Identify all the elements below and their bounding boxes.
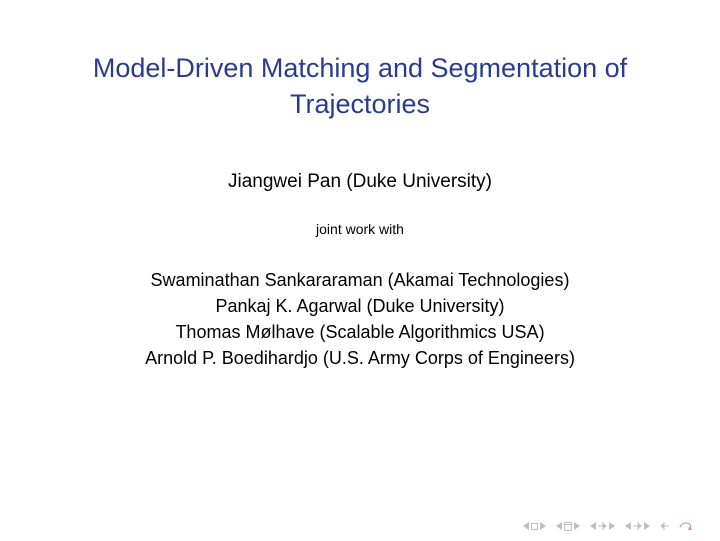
triangle-left-icon <box>590 522 596 530</box>
triangle-left-icon <box>625 522 631 530</box>
beamer-nav-bar <box>520 521 698 531</box>
collaborator-list: Swaminathan Sankararaman (Akamai Technol… <box>60 267 660 371</box>
triangle-left-icon <box>556 522 562 530</box>
collaborator-line: Pankaj K. Agarwal (Duke University) <box>60 293 660 319</box>
triangle-right-icon <box>609 522 615 530</box>
author-line: Jiangwei Pan (Duke University) <box>60 171 660 193</box>
slide: Model-Driven Matching and Segmentation o… <box>0 0 720 541</box>
collaborator-line: Thomas Mølhave (Scalable Algorithmics US… <box>60 319 660 345</box>
nav-undo-group[interactable] <box>679 521 695 531</box>
undo-icon <box>679 521 695 531</box>
nav-section-next-group[interactable] <box>625 522 650 530</box>
nav-first-group[interactable] <box>523 522 546 530</box>
triangle-right-icon <box>574 522 580 530</box>
bar-left-icon <box>660 522 669 530</box>
joint-work-label: joint work with <box>60 221 660 237</box>
bar-right-icon <box>633 522 642 530</box>
page-icon <box>564 522 572 531</box>
triangle-right-icon <box>540 522 546 530</box>
nav-prev-group[interactable] <box>556 522 580 531</box>
bar-right-icon <box>598 522 607 530</box>
slide-title: Model-Driven Matching and Segmentation o… <box>60 50 660 123</box>
triangle-right-icon <box>644 522 650 530</box>
nav-outline-group[interactable] <box>660 522 669 530</box>
triangle-left-icon <box>523 522 529 530</box>
collaborator-line: Arnold P. Boedihardjo (U.S. Army Corps o… <box>60 345 660 371</box>
collaborator-line: Swaminathan Sankararaman (Akamai Technol… <box>60 267 660 293</box>
nav-section-prev-group[interactable] <box>590 522 615 530</box>
square-icon <box>531 523 538 530</box>
